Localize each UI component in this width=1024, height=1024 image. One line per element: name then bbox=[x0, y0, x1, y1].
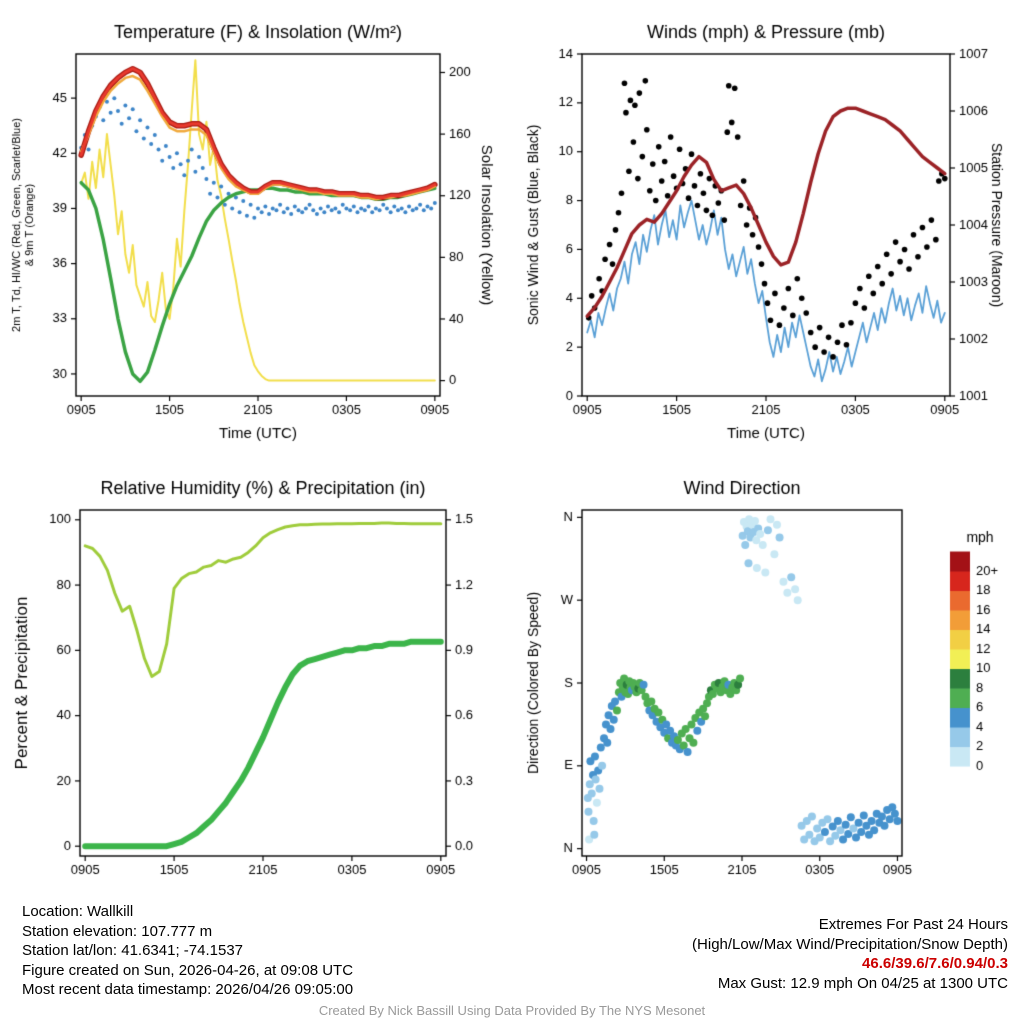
temperature-insolation-chart bbox=[6, 8, 506, 458]
station-info-block: Location: Wallkill Station elevation: 10… bbox=[22, 902, 353, 1000]
station-elevation: Station elevation: 107.777 m bbox=[22, 922, 213, 940]
extremes-block: Extremes For Past 24 Hours (High/Low/Max… bbox=[692, 915, 1008, 993]
max-gust: Max Gust: 12.9 mph On 04/25 at 1300 UTC bbox=[717, 974, 1008, 992]
station-latlon: Station lat/lon: 41.6341; -74.1537 bbox=[22, 942, 244, 959]
winds-pressure-chart bbox=[518, 8, 1018, 458]
figure-created: Figure created on Sun, 2026-04-26, at 09… bbox=[22, 961, 354, 979]
credit-line: Created By Nick Bassill Using Data Provi… bbox=[318, 1003, 706, 1018]
data-timestamp: Most recent data timestamp: 2026/04/26 0… bbox=[22, 981, 354, 998]
extremes-subtitle: (High/Low/Max Wind/Precipitation/Snow De… bbox=[692, 935, 1008, 953]
station-location: Location: Wallkill bbox=[22, 903, 134, 920]
extremes-values: 46.6/39.6/7.6/0.94/0.3 bbox=[862, 955, 1008, 972]
humidity-precipitation-chart bbox=[6, 464, 506, 900]
wind-direction-chart bbox=[518, 464, 1018, 900]
extremes-title: Extremes For Past 24 Hours bbox=[818, 916, 1008, 933]
